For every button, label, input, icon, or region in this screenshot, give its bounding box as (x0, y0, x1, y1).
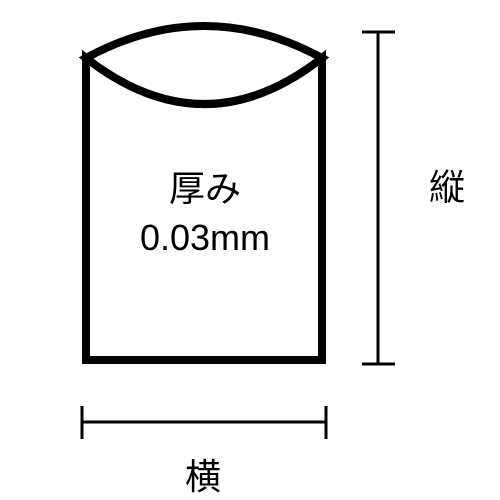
thickness-word: 厚み (105, 165, 305, 214)
horizontal-dimension-label: 横 (185, 448, 221, 500)
diagram-canvas: 厚み 0.03mm 縦 横 (0, 0, 500, 500)
vertical-dimension-label: 縦 (426, 168, 462, 204)
thickness-value: 0.03mm (105, 214, 305, 263)
thickness-label: 厚み 0.03mm (105, 165, 305, 262)
